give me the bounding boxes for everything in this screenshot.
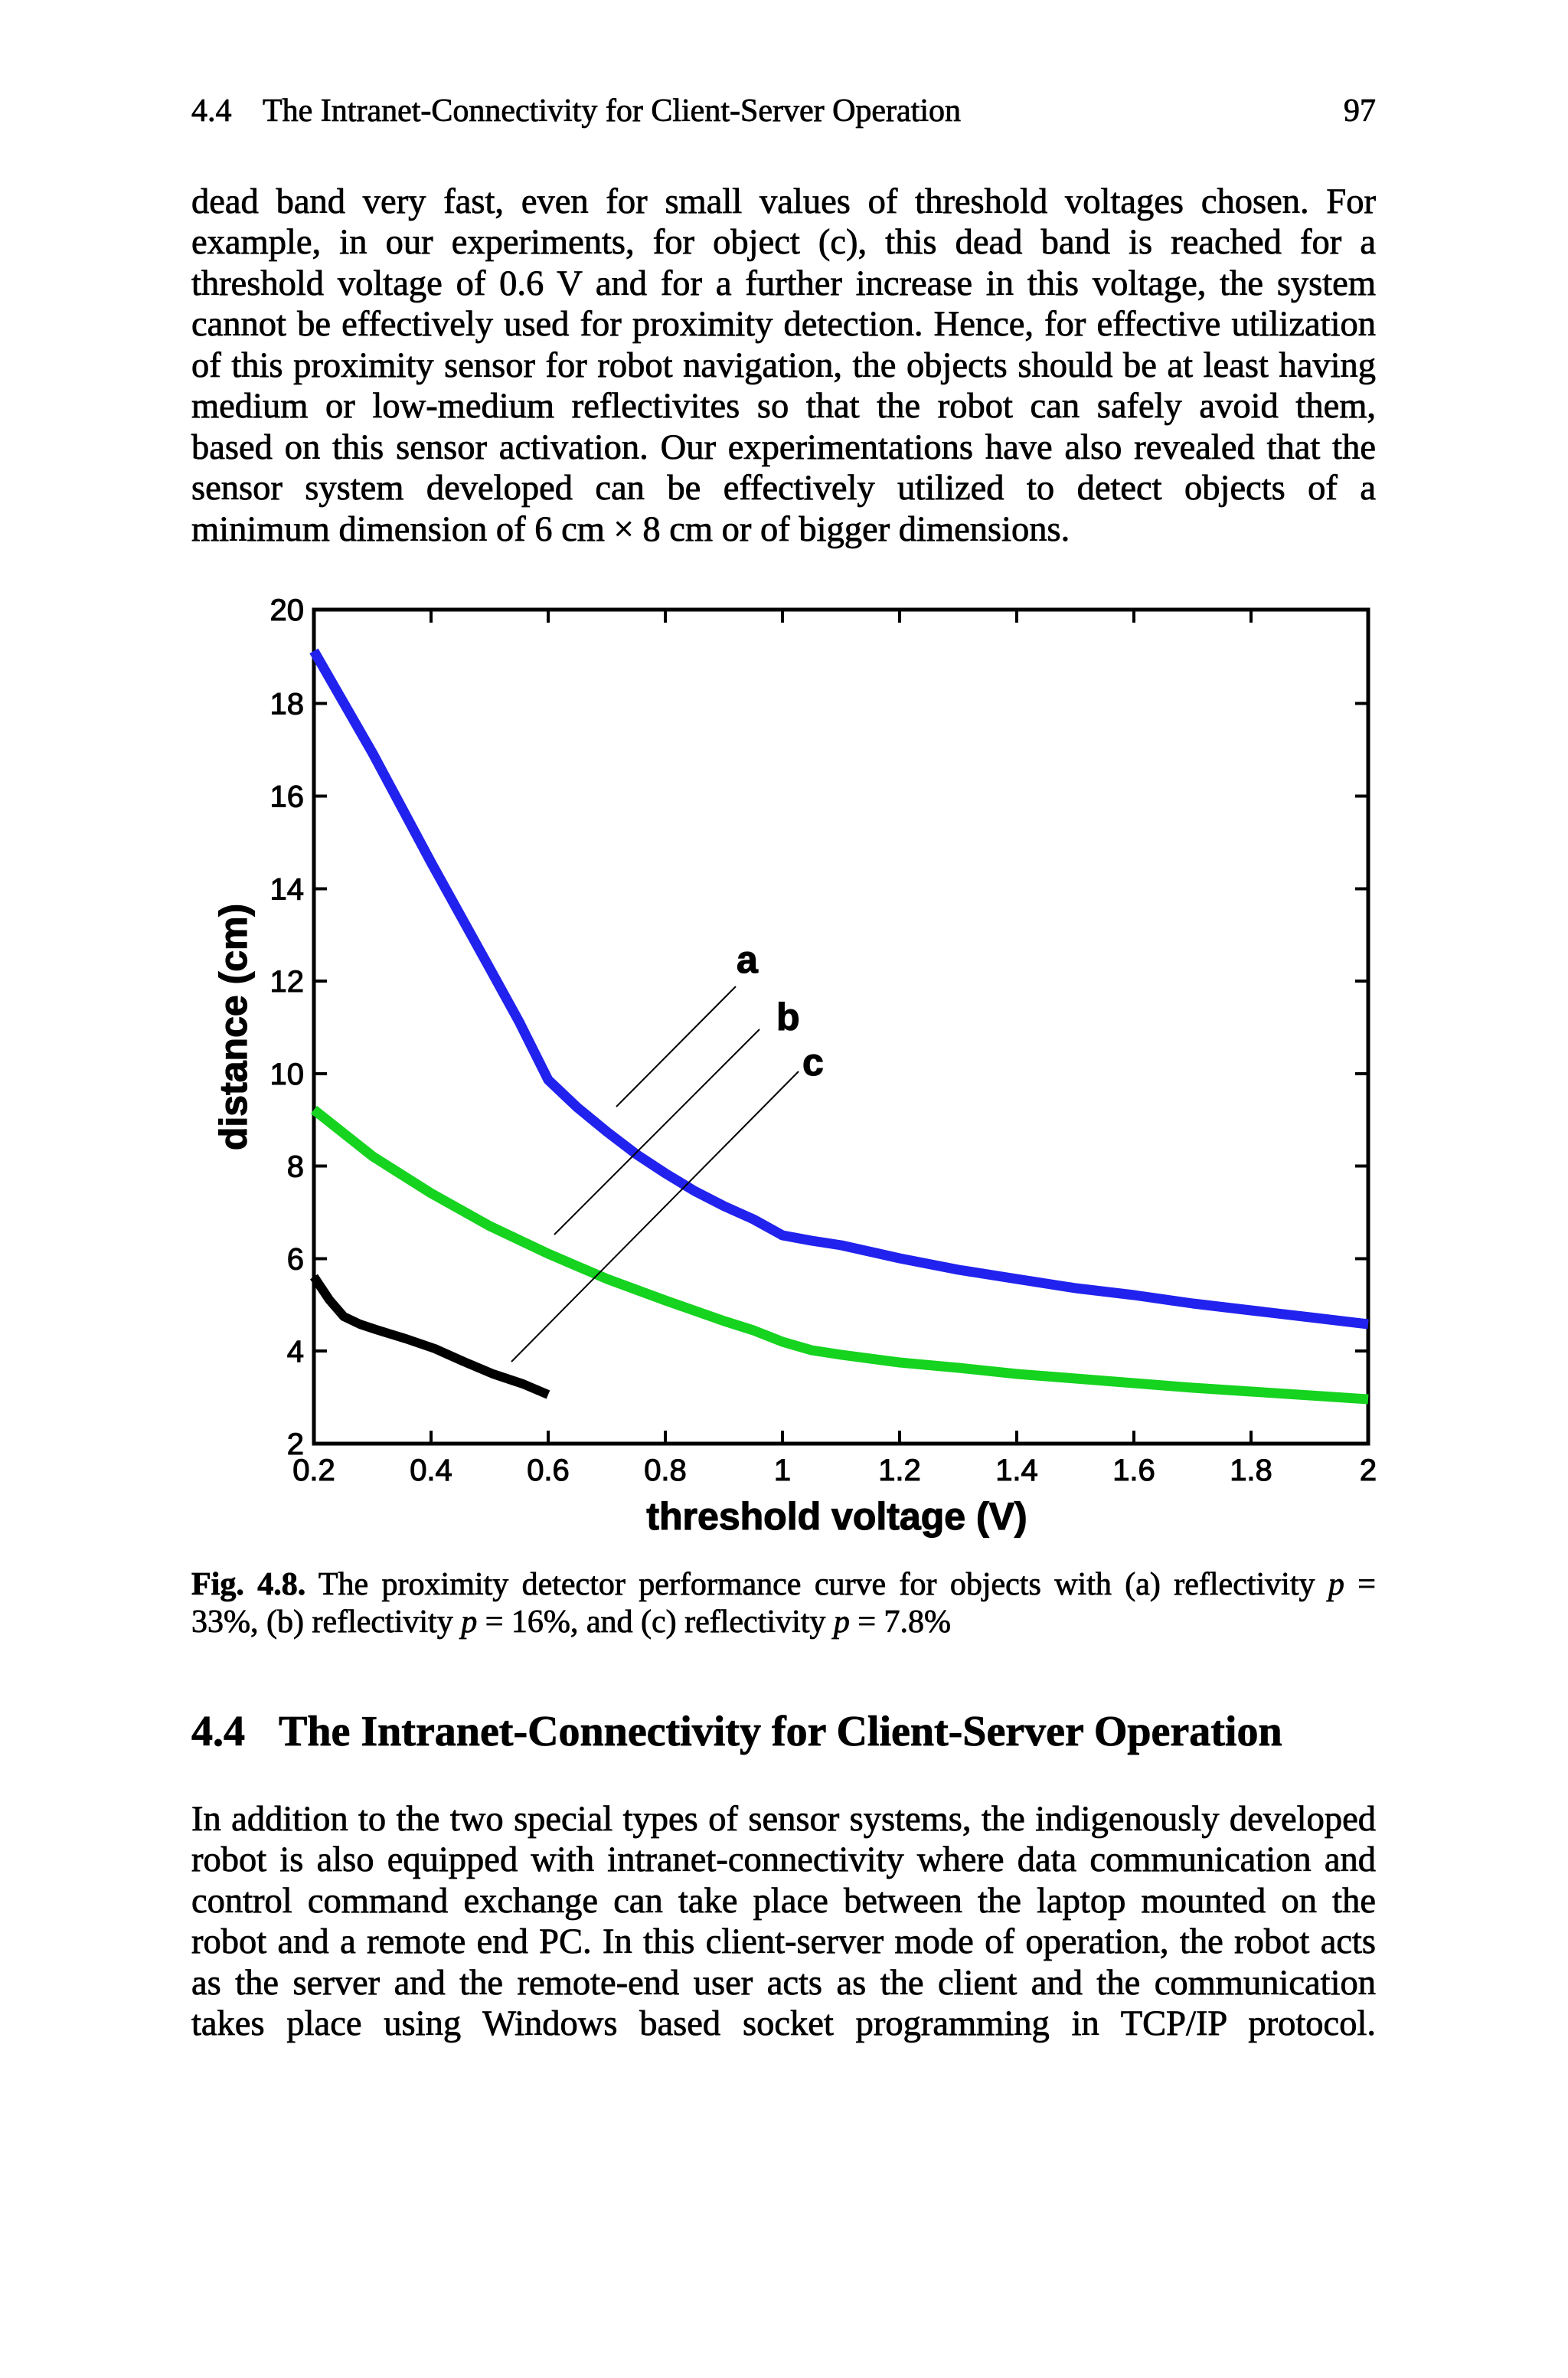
svg-text:10: 10 xyxy=(270,1058,305,1091)
svg-text:1.6: 1.6 xyxy=(1112,1454,1155,1487)
svg-text:distance (cm): distance (cm) xyxy=(212,904,255,1150)
svg-text:1.8: 1.8 xyxy=(1230,1454,1272,1487)
svg-text:0.4: 0.4 xyxy=(410,1454,452,1487)
svg-text:0.2: 0.2 xyxy=(292,1454,335,1487)
svg-text:c: c xyxy=(802,1041,824,1084)
svg-text:20: 20 xyxy=(270,594,305,627)
svg-text:b: b xyxy=(776,996,800,1039)
svg-text:2: 2 xyxy=(287,1428,304,1461)
svg-text:8: 8 xyxy=(287,1150,304,1184)
svg-text:1.2: 1.2 xyxy=(878,1454,921,1487)
svg-text:16: 16 xyxy=(270,780,305,814)
svg-text:0.6: 0.6 xyxy=(527,1454,570,1487)
svg-text:6: 6 xyxy=(287,1243,304,1277)
svg-text:12: 12 xyxy=(270,965,305,999)
svg-text:4: 4 xyxy=(287,1335,304,1369)
svg-text:threshold voltage (V): threshold voltage (V) xyxy=(646,1495,1027,1538)
svg-text:1.4: 1.4 xyxy=(995,1454,1038,1487)
svg-text:2: 2 xyxy=(1360,1454,1377,1487)
svg-text:1: 1 xyxy=(774,1454,791,1487)
svg-text:0.8: 0.8 xyxy=(644,1454,687,1487)
svg-text:18: 18 xyxy=(270,688,305,721)
svg-text:14: 14 xyxy=(270,873,305,907)
svg-text:a: a xyxy=(737,938,759,981)
